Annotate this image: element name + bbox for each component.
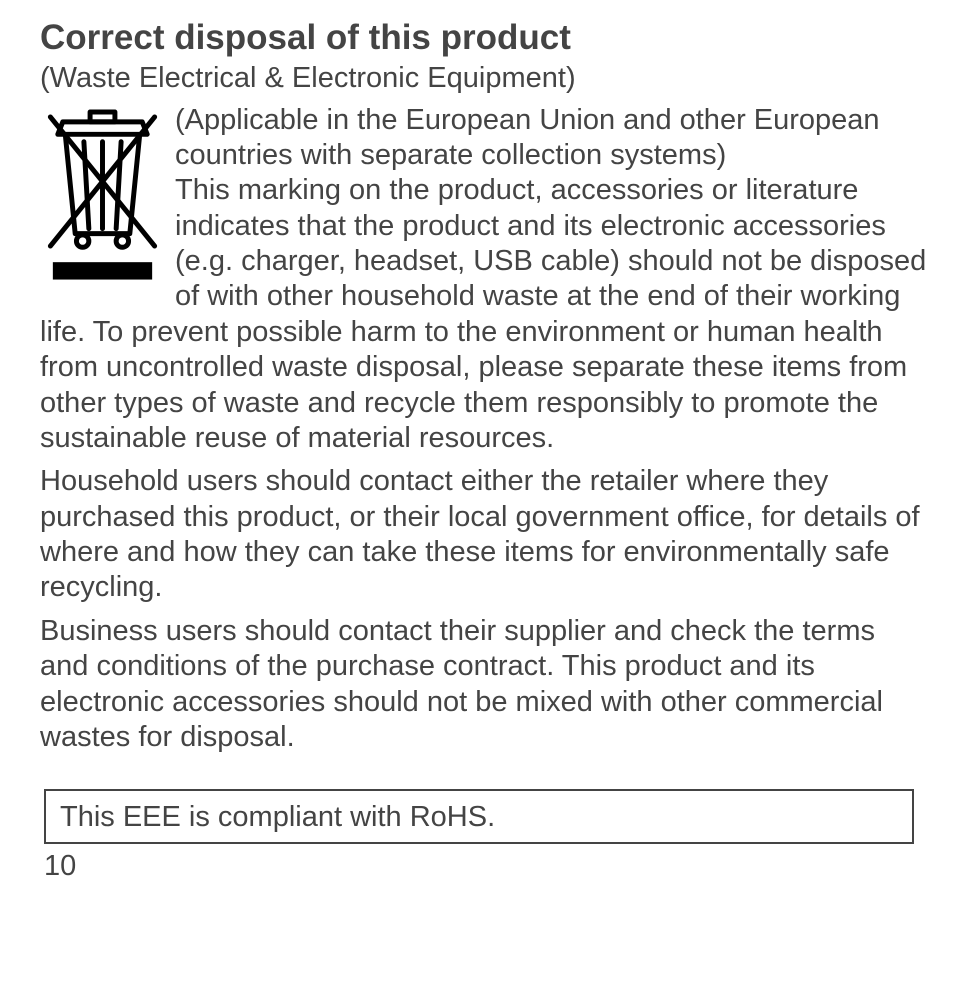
compliance-text: This EEE is compliant with RoHS. xyxy=(60,801,495,833)
weee-crossed-bin-icon xyxy=(40,107,165,287)
body-p2: This marking on the product, accessories… xyxy=(40,174,926,454)
compliance-box: This EEE is compliant with RoHS. xyxy=(44,789,914,844)
body-p4: Business users should contact their supp… xyxy=(40,614,930,756)
page-title: Correct disposal of this product xyxy=(40,18,930,58)
page-number: 10 xyxy=(44,850,930,883)
page-subtitle: (Waste Electrical & Electronic Equipment… xyxy=(40,60,930,96)
body-p3: Household users should contact either th… xyxy=(40,464,930,606)
body-p1: (Applicable in the European Union and ot… xyxy=(175,104,880,171)
body-content: (Applicable in the European Union and ot… xyxy=(40,103,930,756)
